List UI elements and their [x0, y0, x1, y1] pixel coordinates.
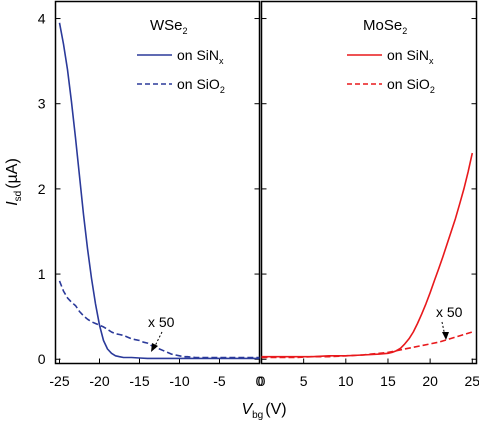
left-legend: on SiNx on SiO2	[137, 47, 225, 95]
right-panel-series	[261, 152, 474, 359]
y-tick-label: 0	[38, 351, 46, 367]
x-tick-label: -10	[169, 373, 189, 389]
right-legend-label-sio2: on SiO2	[387, 76, 435, 95]
left-panel-ticks: -25 -20 -15 -10 -5 0 0 1 2 3 4	[38, 11, 264, 389]
wse2-sinx-series-line	[58, 22, 260, 360]
x-tick-label: 15	[380, 373, 396, 389]
x-tick-label: 20	[422, 373, 438, 389]
right-legend: on SiNx on SiO2	[347, 47, 435, 95]
x-tick-label: -5	[213, 373, 226, 389]
y-tick-label: 1	[38, 266, 46, 282]
left-panel-material-label: WSe2	[150, 17, 188, 36]
x-tick-label: 10	[338, 373, 354, 389]
y-tick-label: 3	[38, 96, 46, 112]
right-annotation-arrowhead	[442, 332, 449, 340]
mose2-sinx-series-line	[261, 152, 474, 358]
x-tick-label: 0	[258, 373, 266, 389]
x-tick-label: -25	[49, 373, 69, 389]
x-tick-label: -20	[89, 373, 109, 389]
mose2-sio2-series-line	[261, 331, 473, 359]
left-annotation-x50: x 50	[148, 314, 175, 330]
left-panel-frame	[54, 0, 261, 365]
left-annotation-arrow	[153, 331, 163, 349]
x-tick-label: 25	[464, 373, 479, 389]
y-tick-label: 4	[38, 11, 46, 27]
y-axis-title: Isd(µA)	[4, 158, 24, 206]
right-panel-ticks: 0 5 10 15 20 25	[258, 18, 479, 389]
right-panel-frame	[260, 0, 478, 365]
left-legend-label-sinx: on SiNx	[177, 47, 224, 66]
wse2-sio2-series-line	[58, 280, 260, 359]
left-legend-label-sio2: on SiO2	[177, 76, 225, 95]
right-legend-label-sinx: on SiNx	[387, 47, 434, 66]
x-tick-label: -15	[129, 373, 149, 389]
y-tick-label: 2	[38, 181, 46, 197]
x-axis-title: Vbg (V)	[241, 401, 286, 421]
left-panel-series	[58, 22, 260, 360]
x-tick-label: 0	[256, 373, 264, 389]
right-panel-material-label: MoSe2	[363, 17, 407, 36]
right-annotation-x50: x 50	[436, 304, 463, 320]
left-annotation-arrowhead	[151, 343, 158, 352]
x-tick-label: 5	[300, 373, 308, 389]
